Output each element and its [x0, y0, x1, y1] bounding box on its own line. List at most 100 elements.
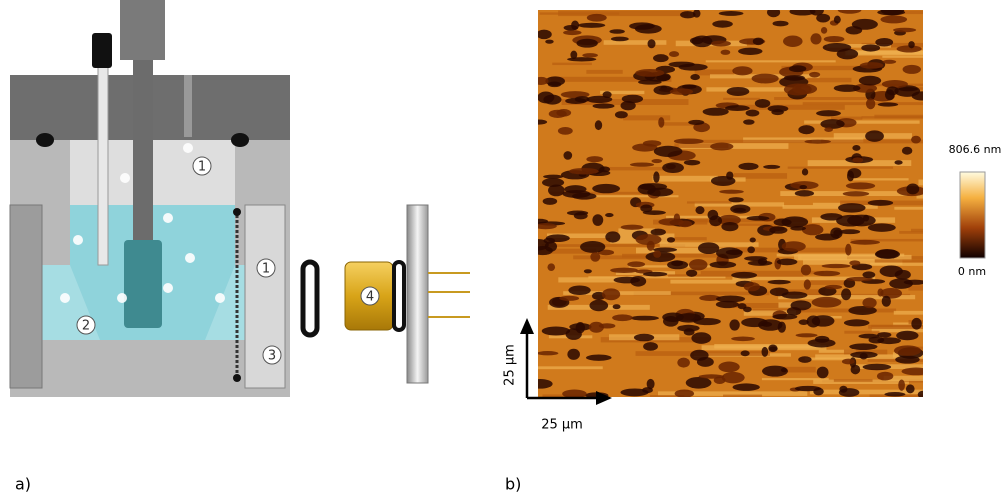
afm-pit — [743, 119, 755, 124]
afm-streak — [811, 280, 847, 285]
afm-pit — [590, 252, 600, 262]
afm-pit — [784, 84, 812, 96]
afm-pit — [821, 27, 827, 34]
afm-pit — [630, 162, 654, 166]
afm-pit — [690, 74, 700, 80]
afm-pit — [860, 62, 884, 69]
afm-pit — [906, 184, 919, 195]
afm-pit — [578, 23, 606, 28]
afm-pit — [877, 337, 901, 344]
afm-pit — [880, 15, 907, 23]
afm-pit — [849, 343, 877, 350]
afm-pit — [691, 332, 711, 344]
afm-pit — [726, 171, 733, 179]
afm-pit — [546, 234, 570, 242]
afm-pit — [567, 349, 580, 360]
afm-pit — [710, 261, 737, 268]
afm-pit — [861, 44, 880, 51]
afm-pit — [895, 270, 911, 280]
afm-pit — [643, 140, 661, 146]
afm-streak — [723, 98, 760, 100]
afm-pit — [912, 91, 932, 100]
afm-pit — [531, 119, 548, 124]
afm-pit — [834, 16, 841, 24]
afm-streak — [882, 56, 971, 58]
afm-pit — [795, 190, 814, 196]
afm-streak — [894, 207, 939, 210]
afm-pit — [906, 384, 915, 393]
afm-pit — [799, 185, 807, 189]
afm-pit — [695, 206, 704, 214]
afm-pit — [589, 300, 608, 311]
afm-pit — [653, 250, 661, 257]
afm-streak — [552, 63, 592, 65]
afm-pit — [543, 198, 558, 205]
afm-pit — [667, 260, 688, 269]
afm-pit — [684, 160, 700, 165]
afm-pit — [744, 256, 767, 261]
afm-streak — [853, 178, 908, 180]
afm-pit — [722, 372, 745, 383]
afm-streak — [788, 167, 893, 169]
afm-pit — [592, 214, 603, 226]
afm-pit — [844, 319, 870, 326]
afm-pit — [627, 261, 645, 267]
afm-pit — [614, 277, 640, 284]
afm-streak — [774, 97, 874, 100]
afm-streak — [762, 378, 829, 380]
afm-pit — [845, 244, 851, 256]
afm-pit — [762, 347, 769, 357]
afm-pit — [543, 175, 563, 179]
afm-pit — [611, 37, 629, 42]
afm-pit — [615, 111, 628, 118]
afm-pit — [721, 50, 731, 55]
afm-pit — [727, 87, 750, 96]
afm-streak — [894, 311, 1002, 315]
afm-pit — [817, 367, 829, 379]
afm-pit — [612, 314, 633, 321]
afm-pit — [758, 319, 782, 331]
afm-pit — [586, 355, 612, 361]
afm-pit — [545, 40, 553, 44]
afm-pit — [769, 347, 778, 351]
afm-pit — [895, 356, 920, 364]
afm-pit — [898, 87, 917, 91]
afm-pit — [686, 377, 712, 389]
afm-pit — [796, 333, 818, 337]
afm-pit — [719, 11, 744, 16]
afm-pit — [576, 39, 597, 48]
afm-pit — [781, 368, 787, 372]
afm-streak — [602, 167, 666, 170]
afm-pit — [769, 226, 787, 234]
afm-pit — [710, 143, 733, 151]
afm-pit — [738, 48, 762, 55]
afm-pit — [564, 25, 578, 30]
afm-pit — [711, 41, 731, 47]
afm-pit — [731, 337, 755, 342]
afm-pit — [718, 362, 739, 373]
afm-pit — [567, 57, 596, 61]
afm-pit — [877, 372, 893, 381]
afm-pit — [847, 171, 854, 182]
afm-pit — [716, 301, 739, 308]
afm-pit — [789, 65, 806, 72]
afm-pit — [686, 270, 697, 277]
afm-pit — [875, 38, 893, 47]
afm-pit — [708, 210, 719, 220]
afm-pit — [537, 351, 559, 355]
afm-pit — [635, 69, 664, 77]
afm-pit — [841, 288, 851, 300]
afm-pit — [791, 300, 812, 310]
afm-pit — [822, 264, 851, 268]
afm-pit — [801, 265, 811, 276]
afm-pit — [868, 200, 893, 206]
afm-streak — [687, 201, 732, 203]
afm-pit — [719, 190, 744, 194]
afm-streak — [909, 320, 1002, 324]
afm-pit — [599, 166, 610, 172]
afm-pit — [674, 138, 704, 144]
afm-pit — [558, 127, 573, 135]
afm-pit — [677, 358, 690, 368]
afm-pit — [643, 272, 667, 277]
figure: 12314 a) 806.6 nm 0 nm 25 µm 25 µm b) — [0, 0, 1002, 496]
